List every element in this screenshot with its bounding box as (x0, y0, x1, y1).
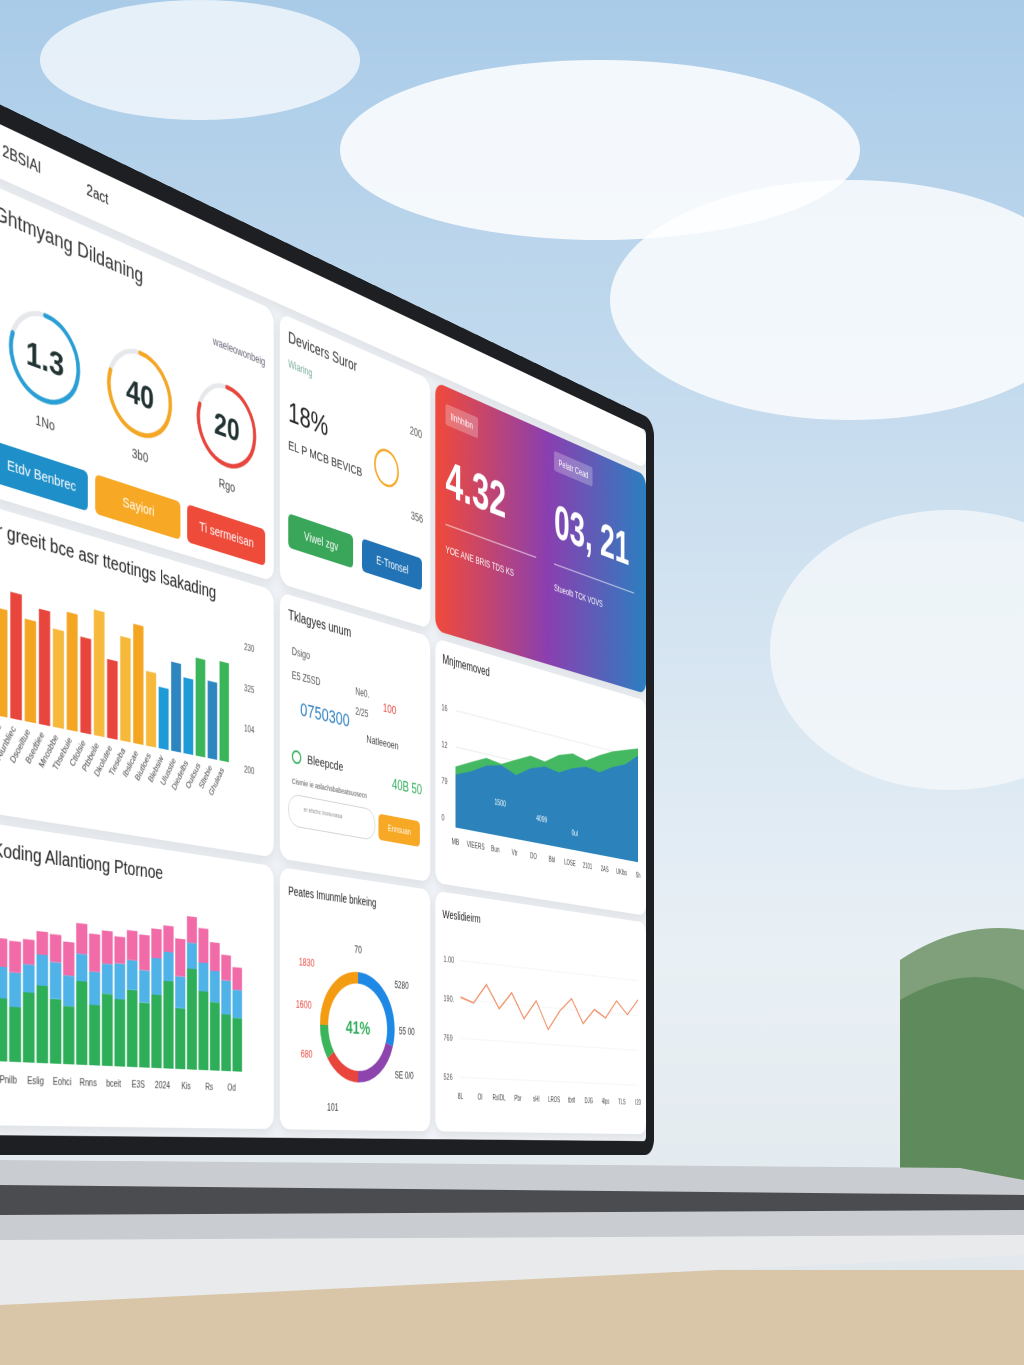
laptop-base (0, 0, 1024, 1365)
page: 2BSIAI 2act Ghtmyang Dildaning waeleowonbei… (0, 0, 1024, 1365)
deck-edge (0, 1235, 1024, 1305)
